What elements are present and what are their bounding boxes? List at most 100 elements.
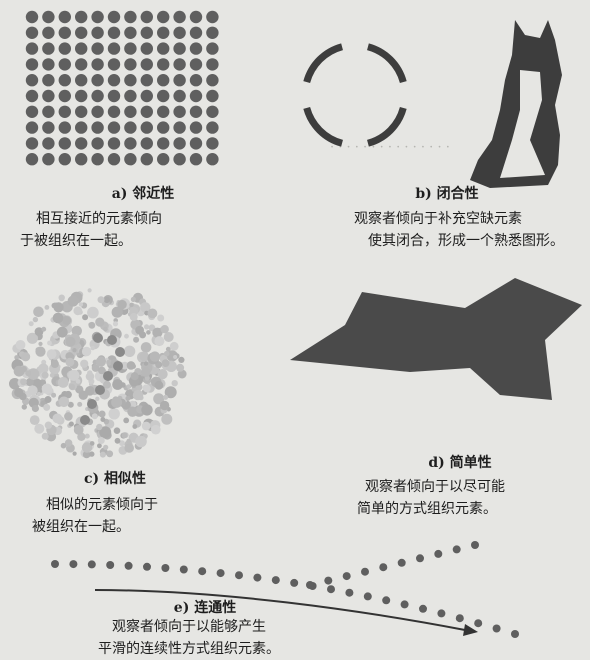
similarity-dot-light bbox=[72, 451, 77, 456]
caption-closure: b) 闭合性 bbox=[415, 186, 479, 202]
similarity-dot-light bbox=[98, 366, 106, 374]
similarity-dot-light bbox=[106, 450, 114, 458]
similarity-dot-light bbox=[68, 421, 74, 427]
similarity-dot-light bbox=[67, 295, 79, 307]
similarity-dot-light bbox=[176, 363, 185, 372]
proximity-dot bbox=[75, 58, 88, 71]
continuity-dot bbox=[290, 578, 299, 587]
proximity-dot bbox=[75, 89, 88, 103]
similarity-dot-dark bbox=[80, 415, 90, 425]
continuity-dot bbox=[492, 624, 501, 633]
proximity-dot bbox=[124, 105, 137, 119]
desc-simplicity-line-2: 简单的方式组织元素。 bbox=[357, 501, 497, 517]
proximity-dot bbox=[206, 26, 219, 39]
similarity-dot-light bbox=[34, 423, 45, 434]
similarity-dot-light bbox=[38, 341, 43, 346]
proximity-dot bbox=[206, 137, 219, 150]
continuity-dot bbox=[455, 614, 464, 623]
similarity-dot-light bbox=[14, 387, 24, 398]
desc-continuity: 观察者倾向于以能够产生 平滑的连续性方式组织元素。 bbox=[98, 616, 398, 660]
proximity-dot bbox=[107, 137, 121, 150]
similarity-dot-light bbox=[91, 364, 100, 372]
similarity-dot-light bbox=[139, 351, 149, 362]
proximity-dot bbox=[173, 89, 186, 103]
desc-closure-line-1: 观察者倾向于补充空缺元素 bbox=[354, 211, 522, 227]
similarity-dot-light bbox=[151, 424, 161, 435]
proximity-dot bbox=[58, 153, 71, 166]
similarity-dot-light bbox=[99, 451, 106, 458]
similarity-dot-light bbox=[127, 406, 138, 417]
continuity-dot bbox=[143, 562, 151, 571]
proximity-dot bbox=[157, 58, 170, 71]
proximity-dot bbox=[157, 10, 170, 24]
proximity-dot bbox=[58, 105, 71, 119]
similarity-dot-light bbox=[97, 443, 102, 449]
continuity-dot bbox=[51, 560, 59, 568]
similarity-dot-light bbox=[50, 360, 59, 368]
similarity-dot-light bbox=[46, 349, 57, 359]
similarity-dot-light bbox=[89, 451, 95, 457]
proximity-dot bbox=[75, 42, 88, 55]
similarity-dot-light bbox=[133, 336, 140, 343]
similarity-dot-light bbox=[81, 346, 92, 357]
caption-continuity: e) 连通性 bbox=[173, 600, 237, 616]
similarity-dot-dark bbox=[115, 347, 125, 357]
similarity-dot-light bbox=[82, 314, 89, 321]
continuity-dot bbox=[416, 554, 424, 563]
similarity-dot-light bbox=[117, 299, 127, 310]
similarity-dot-light bbox=[68, 383, 76, 390]
similarity-dot-light bbox=[135, 325, 145, 335]
proximity-dot bbox=[124, 26, 137, 39]
similarity-dot-light bbox=[29, 415, 40, 425]
similarity-dot-light bbox=[38, 363, 49, 374]
similarity-dot-light bbox=[62, 316, 72, 325]
proximity-dot bbox=[58, 121, 71, 134]
similarity-dot-light bbox=[87, 306, 99, 319]
similarity-dot-light bbox=[85, 386, 95, 396]
similarity-dot-light bbox=[126, 384, 132, 389]
continuity-dot bbox=[161, 564, 170, 572]
similarity-dot-light bbox=[126, 438, 131, 444]
desc-similarity-line-2: 被组织在一起。 bbox=[32, 519, 130, 535]
simplicity-overlapping-shapes bbox=[290, 278, 582, 400]
similarity-dot-light bbox=[163, 394, 169, 400]
proximity-dot bbox=[140, 137, 153, 150]
similarity-dot-light bbox=[64, 439, 73, 447]
similarity-dot-light bbox=[141, 404, 153, 416]
similarity-dot-light bbox=[95, 356, 106, 367]
proximity-dot bbox=[124, 137, 137, 150]
proximity-dot bbox=[140, 42, 153, 55]
similarity-dot-light bbox=[44, 396, 52, 403]
similarity-dot-light bbox=[27, 385, 38, 396]
proximity-dot bbox=[157, 153, 170, 166]
proximity-dot bbox=[25, 58, 39, 71]
similarity-dot-light bbox=[161, 359, 170, 367]
proximity-dot bbox=[75, 26, 88, 39]
similarity-dot-light bbox=[58, 294, 65, 301]
proximity-dot bbox=[75, 105, 88, 119]
proximity-dot bbox=[124, 10, 137, 24]
proximity-dot bbox=[58, 58, 71, 71]
similarity-dot-light bbox=[126, 361, 136, 370]
similarity-dot-light bbox=[25, 370, 32, 377]
similarity-dot-light bbox=[68, 369, 80, 381]
proximity-dot bbox=[107, 89, 121, 103]
similarity-dot-light bbox=[140, 367, 151, 378]
similarity-dot-light bbox=[113, 427, 121, 435]
proximity-dot bbox=[157, 137, 170, 150]
proximity-dot bbox=[107, 153, 121, 166]
similarity-dot-light bbox=[49, 373, 55, 378]
similarity-dot-light bbox=[141, 421, 151, 431]
proximity-dot bbox=[173, 26, 186, 39]
proximity-dot bbox=[91, 58, 104, 71]
closure-dashed-circle bbox=[303, 43, 407, 147]
proximity-dot bbox=[173, 137, 186, 150]
proximity-dot bbox=[91, 10, 104, 24]
proximity-dot bbox=[42, 137, 55, 150]
similarity-dot-light bbox=[153, 393, 165, 405]
similarity-dot-light bbox=[64, 412, 73, 421]
proximity-dot bbox=[25, 137, 39, 150]
proximity-dot bbox=[42, 153, 55, 166]
similarity-dot-light bbox=[82, 450, 91, 459]
desc-closure-line-2: 使其闭合，形成一个熟悉图形。 bbox=[368, 233, 564, 249]
